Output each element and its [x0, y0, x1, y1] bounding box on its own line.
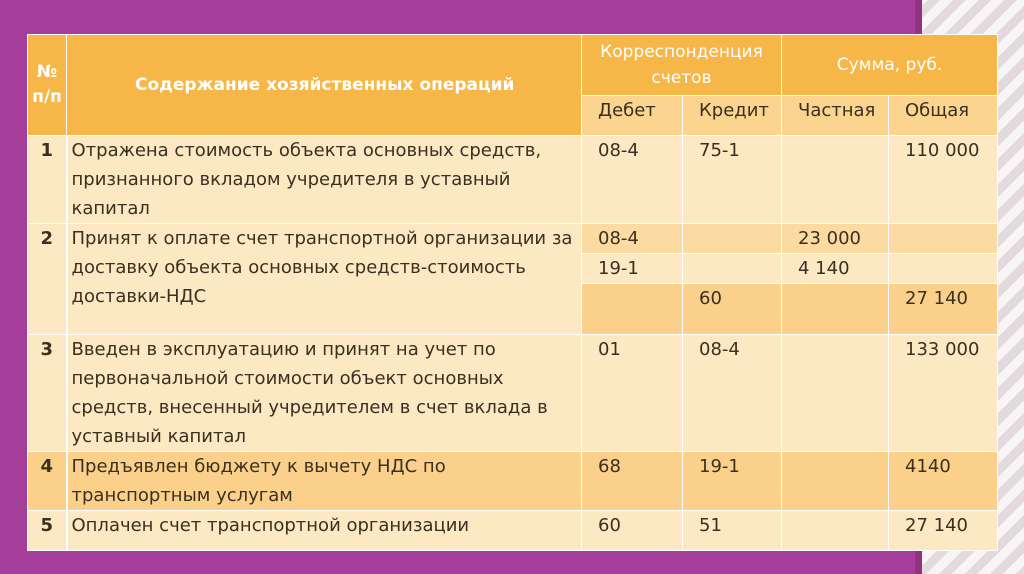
header-total: Общая	[887, 95, 999, 136]
row-partial: 4 140	[781, 253, 889, 284]
row-partial: 23 000	[781, 223, 889, 254]
header-credit: Кредит	[682, 95, 782, 136]
row-credit: 19-1	[682, 451, 782, 511]
row-credit: 08-4	[682, 334, 782, 452]
row-total: 4140	[887, 451, 999, 511]
row-description: Предъявлен бюджету к вычету НДС по транс…	[66, 451, 582, 511]
row-debit: 60	[581, 510, 683, 551]
header-correspondence: Корреспонденция счетов	[581, 34, 782, 96]
row-total: 110 000	[887, 135, 999, 224]
accounting-operations-table: № п/п Содержание хозяйственных операций …	[27, 34, 999, 551]
row-credit: 75-1	[682, 135, 782, 224]
header-sum: Сумма, руб.	[780, 34, 999, 96]
row-num: 3	[27, 334, 68, 452]
row-num: 1	[27, 135, 68, 224]
row-description: Введен в эксплуатацию и принят на учет п…	[66, 334, 582, 452]
row-debit: 08-4	[581, 223, 683, 254]
header-num: № п/п	[27, 34, 67, 136]
table-row: 19-1 4 140	[28, 253, 999, 284]
row-debit: 68	[581, 451, 683, 511]
row-partial	[781, 510, 889, 551]
row-description: Оплачен счет транспортной организации	[66, 510, 582, 551]
row-description: Отражена стоимость объекта основных сред…	[66, 135, 582, 224]
row-debit	[581, 283, 683, 335]
row-num: 4	[27, 451, 68, 511]
row-description: Принят к оплате счет транспортной органи…	[66, 223, 582, 335]
table-row: 5 Оплачен счет транспортной организации …	[27, 510, 999, 551]
row-num: 5	[27, 510, 68, 551]
row-partial	[781, 334, 889, 452]
table-row: 4 Предъявлен бюджету к вычету НДС по тра…	[27, 451, 999, 511]
row-partial	[781, 451, 889, 511]
row-debit: 08-4	[581, 135, 683, 224]
table-row: 3 Введен в эксплуатацию и принят на учет…	[27, 334, 999, 452]
row-total: 27 140	[887, 510, 999, 551]
row-total: 133 000	[887, 334, 999, 452]
row-num: 2	[27, 223, 68, 335]
row-debit: 19-1	[581, 253, 683, 284]
header-description: Содержание хозяйственных операций	[66, 34, 582, 136]
row-partial	[781, 283, 889, 335]
table-row: 1 Отражена стоимость объекта основных ср…	[27, 135, 999, 224]
row-credit: 51	[682, 510, 782, 551]
row-debit: 01	[581, 334, 683, 452]
row-total	[887, 223, 999, 254]
row-credit	[682, 253, 782, 284]
row-partial	[781, 135, 889, 224]
row-credit	[682, 223, 782, 254]
header-partial: Частная	[781, 95, 889, 136]
row-total: 27 140	[887, 283, 999, 335]
table-row: 2 Принят к оплате счет транспортной орга…	[27, 223, 999, 335]
row-total	[887, 253, 999, 284]
header-debit: Дебет	[581, 95, 683, 136]
table-row: 60 27 140	[28, 283, 999, 335]
row-credit: 60	[682, 283, 782, 335]
